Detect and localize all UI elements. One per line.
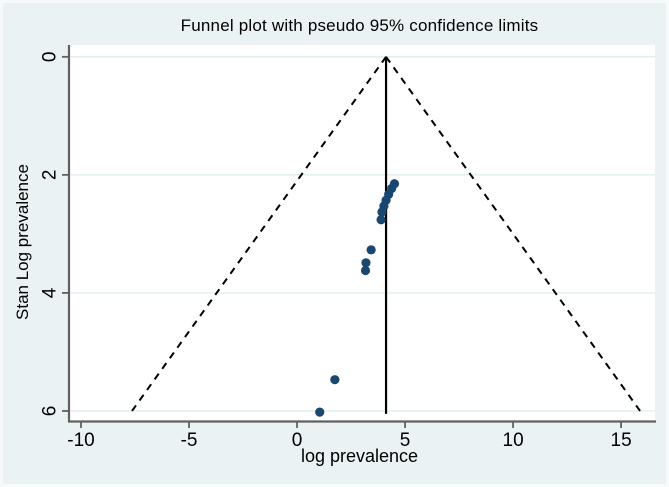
data-point: [361, 258, 371, 268]
y-axis-label: Stan Log prevalence: [13, 164, 32, 320]
x-tick-label: 5: [400, 430, 411, 451]
y-tick-label: 0: [40, 52, 61, 63]
x-tick-label: -5: [181, 430, 198, 451]
data-point: [366, 245, 376, 255]
x-tick-label: 10: [503, 430, 524, 451]
data-point: [330, 375, 340, 385]
data-point: [360, 265, 371, 276]
funnel-plot-canvas: -10 -5 0 5 10 15 0 2 4 6: [40, 45, 656, 451]
y-tick-label: 2: [40, 170, 61, 181]
y-tick-label: 6: [40, 406, 61, 417]
x-tick-label: 0: [292, 430, 303, 451]
x-tick-label: -10: [67, 430, 94, 451]
data-point: [376, 215, 386, 225]
plot-region: [70, 45, 655, 421]
chart-title: Funnel plot with pseudo 95% confidence l…: [180, 16, 539, 35]
y-tick-label: 4: [40, 287, 61, 298]
data-point: [315, 407, 325, 417]
x-tick-label: 15: [611, 430, 632, 451]
x-axis-label: log prevalence: [300, 446, 419, 466]
data-point: [389, 179, 400, 189]
